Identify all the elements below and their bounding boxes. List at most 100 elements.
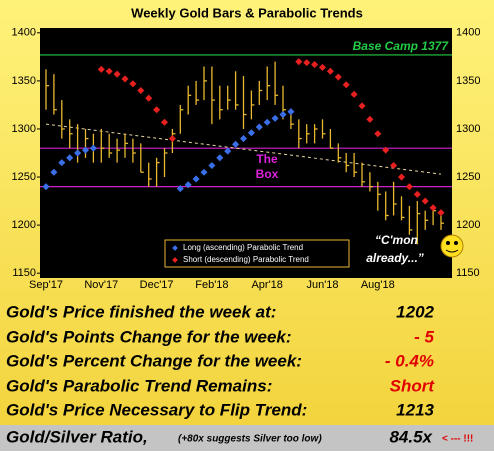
row-label: Gold's Parabolic Trend Remains: — [6, 376, 272, 395]
row-value: 1213 — [396, 400, 434, 419]
annotation: already...” — [366, 251, 424, 265]
parabolic-dot — [200, 168, 208, 176]
x-tick-label: Apr'18 — [251, 279, 282, 291]
y-tick-label-right: 1350 — [456, 75, 480, 87]
parabolic-dot — [42, 183, 50, 191]
parabolic-dot — [129, 80, 137, 88]
y-tick-label-right: 1400 — [456, 27, 480, 39]
parabolic-dot — [366, 115, 374, 123]
row-value: - 0.4% — [385, 351, 434, 370]
y-tick-label-right: 1250 — [456, 171, 480, 183]
y-tick-label: 1400 — [12, 27, 36, 39]
y-tick-label: 1150 — [12, 267, 36, 279]
y-tick-label: 1350 — [12, 75, 36, 87]
parabolic-dot — [413, 190, 421, 198]
parabolic-dot — [184, 181, 192, 189]
trend-line — [45, 123, 442, 175]
ratio-flag: < --- !!! — [442, 434, 473, 445]
parabolic-dot — [263, 118, 271, 126]
parabolic-dot — [81, 146, 90, 154]
row-label: Gold's Price finished the week at: — [6, 302, 276, 321]
ratio-value: 84.5x — [389, 427, 433, 446]
row-value: Short — [390, 376, 436, 395]
x-tick-label: Nov'17 — [84, 279, 118, 291]
parabolic-dot — [247, 129, 255, 137]
x-tick-label: Feb'18 — [195, 279, 228, 291]
row-value: 1202 — [396, 302, 434, 321]
parabolic-dot — [208, 161, 216, 170]
table: Gold's Price finished the week at: 1202 Go… — [6, 302, 473, 446]
parabolic-dot — [437, 209, 445, 217]
parabolic-dot — [311, 61, 319, 69]
parabolic-dot — [66, 154, 74, 162]
parabolic-dot — [74, 149, 82, 157]
parabolic-dot — [89, 144, 97, 152]
reference-label: Base Camp 1377 — [353, 39, 450, 53]
parabolic-dot — [192, 175, 200, 183]
parabolic-dot — [303, 59, 311, 67]
parabolic-dot — [232, 140, 240, 148]
parabolic-dot — [405, 183, 413, 191]
chart-title: Weekly Gold Bars & Parabolic Trends — [131, 5, 363, 20]
parabolic-dot — [121, 75, 129, 83]
box-label: The — [256, 152, 278, 166]
parabolic-dot — [224, 147, 232, 155]
parabolic-dot — [113, 70, 121, 78]
y-tick-label-right: 1300 — [456, 123, 480, 135]
parabolic-dot — [279, 111, 287, 119]
parabolic-dot — [429, 204, 437, 212]
parabolic-dot — [239, 135, 248, 143]
ratio-note: (+80x suggests Silver too low) — [178, 434, 322, 445]
row-label: Gold's Points Change for the week: — [6, 327, 292, 346]
x-tick-label: Aug'18 — [361, 279, 395, 291]
parabolic-dot — [334, 73, 342, 81]
parabolic-dot — [350, 90, 358, 98]
row-label: Gold's Price Necessary to Flip Trend: — [6, 400, 307, 419]
row-value: - 5 — [414, 327, 434, 346]
parabolic-dot — [374, 130, 382, 138]
y-tick-label-right: 1150 — [456, 267, 480, 279]
legend-swatch — [172, 257, 178, 263]
parabolic-dot — [255, 123, 263, 131]
parabolic-dot — [390, 161, 398, 170]
parabolic-dot — [50, 168, 58, 176]
x-tick-label: Jun'18 — [306, 279, 338, 291]
row-label: Gold's Percent Change for the week: — [6, 351, 302, 370]
parabolic-dot — [397, 173, 406, 181]
parabolic-dot — [168, 135, 176, 143]
parabolic-dot — [160, 118, 169, 126]
parabolic-dot — [153, 106, 161, 114]
parabolic-dot — [105, 67, 113, 75]
ratio-row-bg — [0, 425, 494, 451]
parabolic-dot — [382, 146, 390, 154]
smiley — [440, 234, 464, 258]
x-tick-label: Sep'17 — [29, 279, 63, 291]
parabolic-dot — [421, 197, 429, 205]
x-tick-label: Dec'17 — [140, 279, 174, 291]
legend-label: Short (descending) Parabolic Trend — [183, 255, 309, 264]
ratio-label: Gold/Silver Ratio, — [6, 427, 148, 446]
parabolic-dot — [97, 65, 105, 73]
legend-box — [164, 239, 350, 268]
parabolic-dot — [216, 154, 224, 162]
parabolic-dot — [176, 185, 184, 193]
parabolic-dot — [295, 58, 303, 66]
box-label: Box — [256, 167, 279, 181]
legend-swatch — [172, 245, 178, 251]
annotation: “C'mon — [375, 233, 418, 247]
parabolic-dot — [58, 159, 66, 167]
parabolic-dot — [137, 86, 145, 95]
parabolic-dot — [271, 114, 279, 122]
y-tick-label-right: 1200 — [456, 219, 480, 231]
y-tick-label: 1300 — [12, 123, 36, 135]
parabolic-dot — [358, 102, 366, 110]
parabolic-dot — [287, 108, 295, 116]
parabolic-dot — [145, 94, 153, 102]
parabolic-dot — [318, 63, 327, 71]
parabolic-dot — [326, 67, 334, 75]
legend-label: Long (ascending) Parabolic Trend — [183, 243, 303, 252]
parabolic-dot — [342, 81, 350, 89]
y-tick-label: 1250 — [12, 171, 36, 183]
